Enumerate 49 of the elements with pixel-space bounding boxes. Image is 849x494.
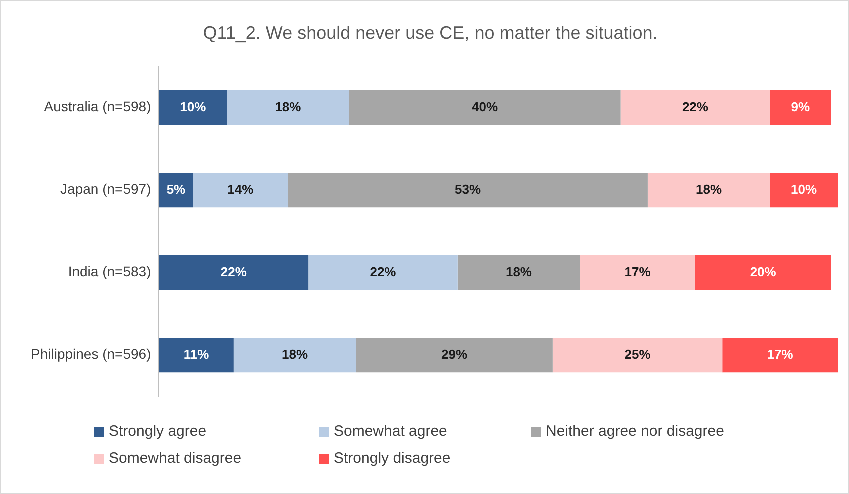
chart-title: Q11_2. We should never use CE, no matter the situation. [203,22,658,43]
bar [308,256,458,290]
bar [349,90,621,126]
bar [356,338,553,373]
data-label: 10% [180,99,207,114]
bar [458,256,580,290]
legend-label: Somewhat agree [334,423,448,440]
data-label: 18% [696,182,722,197]
bar [234,338,356,373]
bar [770,90,832,126]
data-label: 53% [455,182,482,197]
bar [722,338,838,373]
legend-label: Strongly disagree [334,450,451,467]
bar [620,90,770,126]
data-label: 17% [767,346,794,362]
bar [552,338,723,373]
data-label: 29% [441,346,468,362]
bar [227,90,350,126]
legend-label: Neither agree nor disagree [546,423,724,440]
data-label: 22% [370,264,397,280]
bar [770,173,838,208]
bar [193,173,288,208]
data-label: 10% [791,182,818,197]
bar [648,173,770,208]
legend-label: Somewhat disagree [109,450,242,467]
bar [580,256,696,290]
data-label: 18% [506,264,532,280]
data-label: 14% [228,182,254,197]
y-tick-label: Australia (n=598) [44,98,152,115]
bar [288,173,648,208]
data-label: 18% [275,99,302,114]
data-label: 22% [220,264,248,280]
y-tick-label: Japan (n=597) [60,181,152,198]
data-label: 5% [166,182,186,197]
legend-label: Strongly agree [109,423,207,440]
bar [159,256,309,290]
bar [159,338,234,373]
y-tick-label: India (n=583) [68,264,152,280]
data-label: 17% [624,264,652,280]
data-label: 9% [791,99,810,114]
bar [695,256,832,290]
bar [159,90,228,126]
data-label: 22% [682,99,709,114]
y-tick-label: Philippines (n=596) [30,346,152,362]
data-label: 40% [472,99,498,114]
data-label: 20% [750,264,777,280]
data-label: 11% [184,346,210,362]
data-label: 25% [624,346,652,362]
data-label: 18% [282,346,308,362]
